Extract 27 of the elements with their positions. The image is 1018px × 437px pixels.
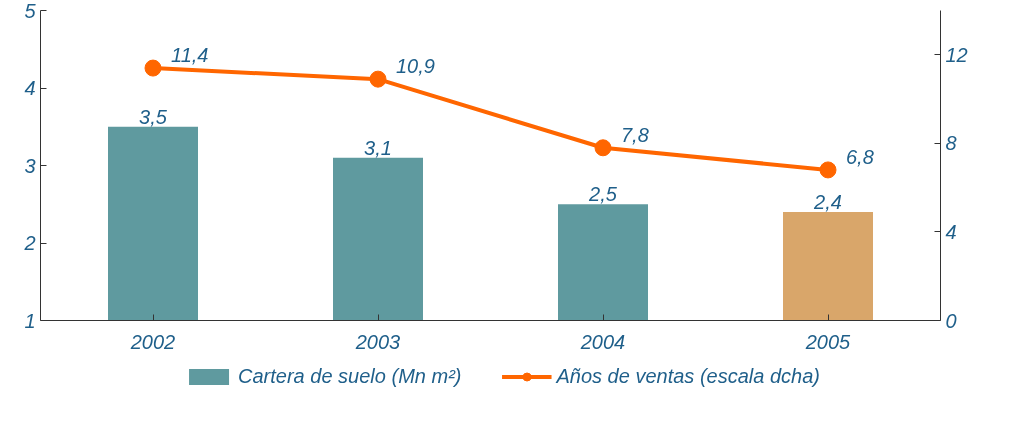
- y2-tick-label: 8: [945, 132, 957, 155]
- x-tick-label: 2004: [579, 330, 626, 353]
- y-tick-label: 5: [24, 0, 37, 22]
- x-tick-label: 2003: [354, 330, 401, 353]
- legend-label: Años de ventas (escala dcha): [556, 364, 820, 388]
- point: [144, 59, 162, 77]
- x-tick-label: 2005: [804, 330, 852, 353]
- x-tick-label: 2002: [129, 330, 176, 353]
- y-tick-label: 2: [23, 232, 36, 254]
- point: [819, 161, 837, 179]
- data-label: 7,8: [621, 123, 649, 146]
- y-tick-label: 4: [24, 77, 36, 99]
- y2-tick-label: 12: [945, 43, 968, 66]
- data-label: 2,5: [588, 183, 618, 206]
- data-label: 2,4: [813, 191, 842, 213]
- data-label: 11,4: [171, 44, 209, 67]
- y2-tick-label: 4: [945, 220, 957, 243]
- y-tick-label: 3: [24, 154, 36, 177]
- point: [594, 139, 612, 157]
- data-label: 10,9: [396, 55, 435, 78]
- point: [369, 70, 387, 88]
- data-label: 3,1: [364, 136, 392, 159]
- legend-label: Cartera de suelo (Mn m²): [238, 364, 462, 388]
- y-tick-label: 1: [24, 309, 36, 332]
- data-label: 6,8: [846, 145, 874, 168]
- data-label: 3,5: [139, 105, 168, 128]
- y2-tick-label: 0: [945, 309, 957, 332]
